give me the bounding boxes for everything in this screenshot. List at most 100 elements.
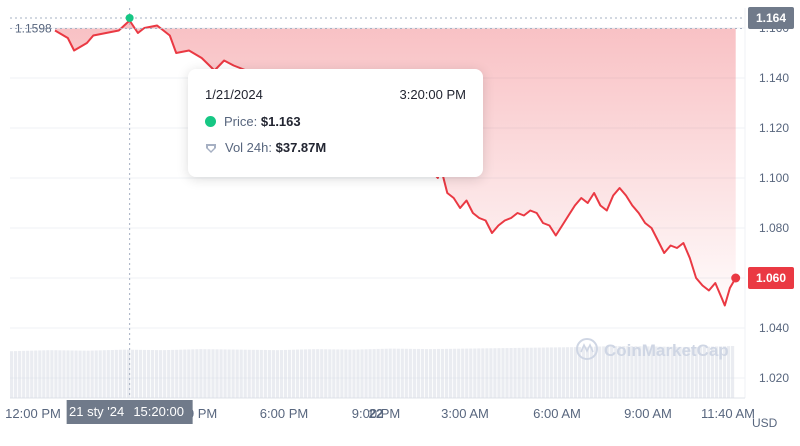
x-tick-label: 9:00 AM — [624, 406, 672, 421]
volume-bar — [598, 346, 602, 398]
volume-bar — [179, 349, 183, 398]
volume-bar — [231, 349, 235, 398]
volume-bar — [62, 350, 66, 398]
volume-bar — [287, 349, 292, 398]
volume-bar — [408, 348, 412, 398]
x-tick-label: 22 — [369, 406, 383, 421]
volume-bar — [183, 349, 187, 398]
volume-bar — [102, 350, 106, 398]
volume-bar — [295, 349, 300, 398]
volume-bar — [380, 348, 384, 398]
volume-bar — [485, 348, 489, 398]
volume-bar — [440, 348, 445, 398]
crosshair — [10, 8, 745, 398]
volume-bar — [247, 349, 251, 398]
volume-bar — [525, 347, 529, 398]
volume-bar — [171, 349, 175, 398]
open-price-label: 1.1598 — [15, 22, 52, 36]
volume-bar — [453, 348, 457, 398]
volume-bar — [199, 349, 203, 398]
volume-bar — [308, 349, 312, 398]
volume-bar — [70, 350, 74, 398]
coinmarketcap-logo-icon-mark — [580, 343, 594, 353]
volume-bar — [195, 349, 199, 398]
volume-bar — [14, 351, 18, 398]
volume-bar — [360, 349, 364, 398]
volume-bar — [364, 349, 368, 398]
current-price-marker — [731, 273, 741, 283]
tooltip-volume-value: $37.87M — [275, 140, 327, 155]
watermark-text: CoinMarketCap — [604, 341, 729, 360]
tooltip-price-row: Price: $1.163 — [205, 114, 301, 129]
volume-bar — [529, 347, 533, 398]
volume-bar — [650, 346, 654, 398]
y-tick-label: 1.020 — [759, 371, 789, 385]
volume-bar — [203, 349, 207, 398]
x-tick-label: 9:00 PM — [352, 406, 400, 421]
volume-bar — [606, 346, 610, 398]
volume-bar — [223, 349, 227, 398]
high-label-bg — [748, 7, 794, 29]
area-layer — [55, 20, 736, 306]
volume-bar — [279, 350, 284, 398]
x-tick-label: 12:00 PM — [5, 406, 61, 421]
volume-bar — [670, 346, 674, 398]
volume-bar — [167, 350, 171, 398]
volume-bar — [682, 346, 686, 398]
volume-bar — [658, 346, 662, 398]
price-dot-icon — [205, 116, 216, 127]
volume-bar — [50, 350, 54, 398]
volume-bar — [590, 346, 594, 398]
volume-bar — [122, 349, 126, 398]
volume-bar — [175, 349, 179, 398]
volume-bar — [320, 349, 324, 398]
volume-bar — [477, 348, 481, 398]
volume-shield-icon — [206, 143, 216, 153]
volume-bar — [227, 349, 231, 398]
current-price-label: 1.060 — [756, 271, 786, 285]
volume-bar — [585, 346, 590, 398]
volume-bar — [134, 349, 139, 398]
volume-bar — [150, 350, 155, 398]
y-tick-label: 1.100 — [759, 171, 789, 185]
volume-bar — [642, 346, 646, 398]
volume-bar — [300, 349, 304, 398]
tooltip-price-value: $1.163 — [260, 114, 301, 129]
volume-bar — [714, 346, 719, 398]
volume-bar — [74, 350, 78, 398]
x-tick-label: 3:00 AM — [441, 406, 489, 421]
volume-bar — [497, 348, 501, 398]
volume-bar — [678, 346, 682, 398]
volume-bar — [316, 349, 320, 398]
volume-bar — [259, 349, 263, 398]
volume-bar — [461, 348, 465, 398]
volume-bar — [537, 347, 541, 398]
volume-bar — [521, 347, 525, 398]
volume-bar — [416, 348, 421, 398]
x-tick-label: 6:00 PM — [260, 406, 308, 421]
y-tick-label: 1.140 — [759, 71, 789, 85]
volume-bar — [328, 349, 332, 398]
volume-bar — [78, 350, 82, 398]
volume-bar — [324, 349, 328, 398]
volume-bar — [493, 348, 497, 398]
volume-bar — [207, 349, 211, 398]
volume-bar — [106, 350, 110, 398]
volume-bar — [110, 350, 114, 398]
currency-label: USD — [752, 416, 778, 430]
volume-bar — [275, 350, 280, 398]
volume-bar — [412, 348, 416, 398]
volume-bar — [372, 349, 376, 398]
volume-bar — [428, 349, 433, 398]
volume-bar — [336, 349, 340, 398]
volume-bar — [356, 349, 360, 398]
tooltip-volume-label: Vol 24h: — [225, 140, 272, 155]
volume-bar — [142, 349, 147, 398]
volume-bar — [513, 347, 517, 398]
volume-bar — [54, 350, 58, 398]
volume-bar — [215, 349, 219, 398]
volume-bar — [243, 349, 247, 398]
